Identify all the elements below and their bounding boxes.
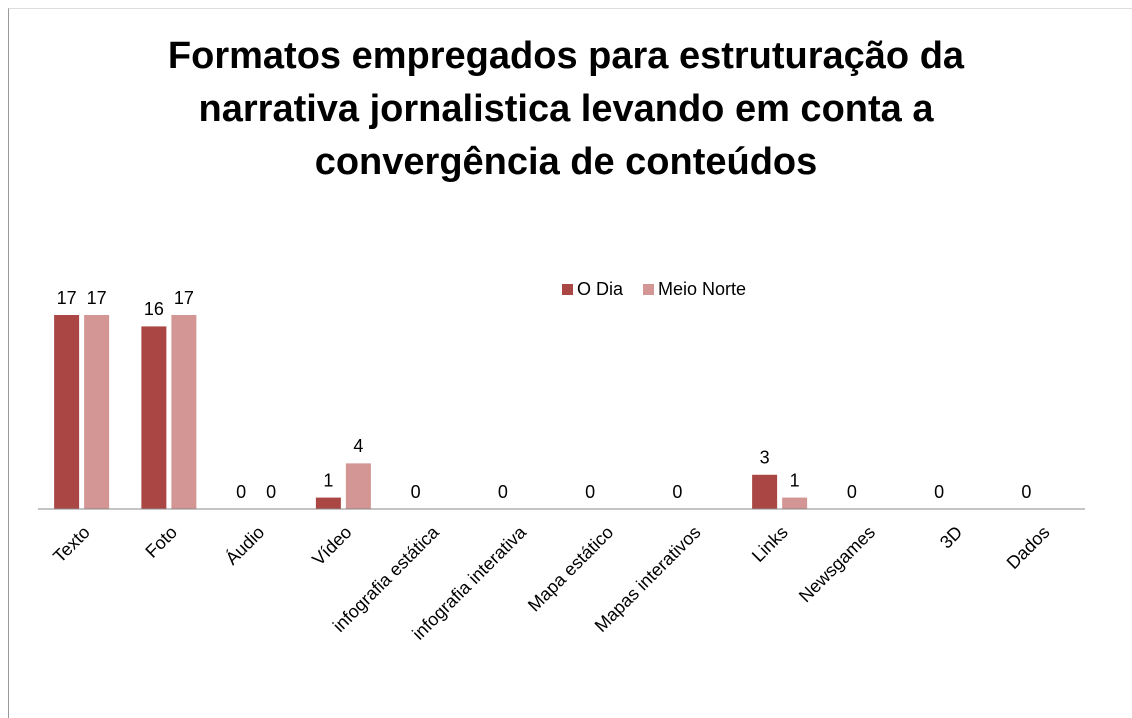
x-tick-label: Mapa estático bbox=[524, 522, 617, 615]
data-label: 0 bbox=[498, 482, 508, 502]
data-label: 4 bbox=[353, 436, 363, 456]
x-tick-label: Vídeo bbox=[308, 522, 355, 569]
x-tick-label: Newsgames bbox=[795, 522, 879, 606]
data-label: 1 bbox=[790, 470, 800, 490]
data-label: 16 bbox=[144, 299, 164, 319]
data-label: 0 bbox=[411, 482, 421, 502]
legend-swatch bbox=[643, 284, 655, 295]
bar bbox=[345, 463, 371, 509]
legend-swatch bbox=[562, 284, 573, 295]
data-label: 3 bbox=[760, 448, 770, 468]
data-label: 0 bbox=[1021, 482, 1031, 502]
data-label: 17 bbox=[174, 288, 194, 308]
chart-title: Formatos empregados para estruturação da… bbox=[167, 35, 965, 183]
data-label: 17 bbox=[57, 288, 77, 308]
x-tick-label: Texto bbox=[49, 522, 94, 567]
legend-label: O Dia bbox=[577, 279, 624, 299]
data-label: 0 bbox=[236, 482, 246, 502]
data-label: 0 bbox=[585, 482, 595, 502]
x-tick-label: 3D bbox=[936, 522, 966, 552]
x-tick-label: Dados bbox=[1003, 522, 1054, 573]
data-label: 0 bbox=[934, 482, 944, 502]
data-label: 0 bbox=[672, 482, 682, 502]
bar bbox=[141, 326, 167, 509]
x-tick-label: Links bbox=[748, 522, 792, 566]
bar bbox=[752, 474, 778, 509]
bar bbox=[84, 315, 110, 509]
bar bbox=[315, 497, 341, 509]
data-label: 1 bbox=[323, 470, 333, 490]
bar bbox=[782, 497, 808, 509]
x-tick-label: Foto bbox=[141, 522, 181, 562]
legend-label: Meio Norte bbox=[658, 279, 746, 299]
bar bbox=[171, 315, 197, 509]
data-label: 0 bbox=[847, 482, 857, 502]
x-tick-label: Áudio bbox=[222, 522, 269, 569]
data-label: 17 bbox=[87, 288, 107, 308]
data-label: 0 bbox=[266, 482, 276, 502]
chart-frame bbox=[8, 8, 1132, 718]
bar bbox=[54, 315, 80, 509]
